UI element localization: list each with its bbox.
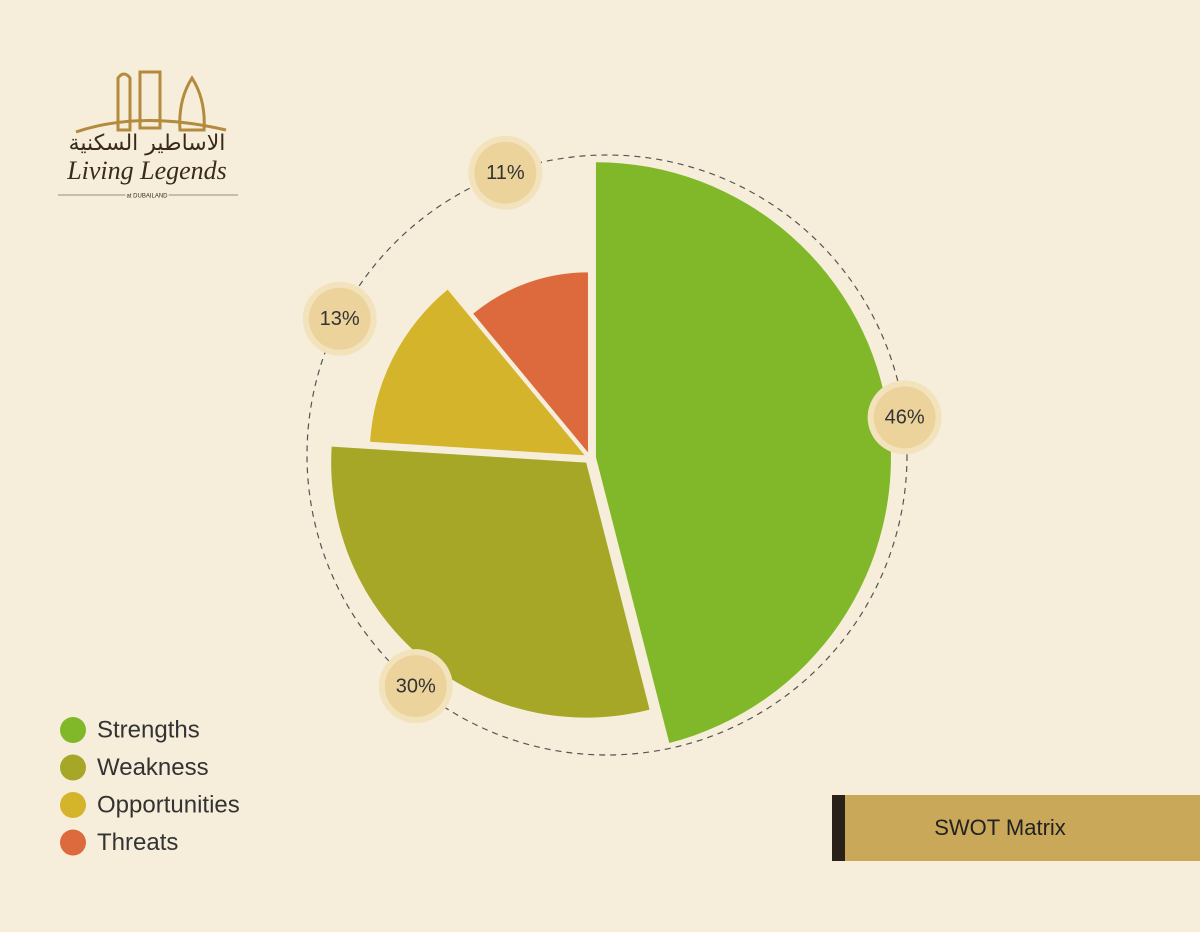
- title-box: [832, 795, 1200, 861]
- legend-label: Weakness: [97, 754, 209, 781]
- pie: [331, 162, 891, 743]
- label-badge: [308, 287, 371, 350]
- logo-name: Living Legends: [66, 156, 227, 185]
- pie-slice: [370, 289, 585, 456]
- value-label: 11%: [486, 162, 525, 184]
- chart-title: SWOT Matrix: [934, 815, 1066, 840]
- legend-label: Threats: [97, 829, 178, 856]
- legend: Strengths Weakness Opportunities Threats: [60, 716, 240, 856]
- legend-swatch: [60, 792, 86, 818]
- value-label: 46%: [885, 407, 925, 429]
- dashed-ring: [306, 154, 908, 756]
- value-label: 13%: [320, 308, 360, 330]
- legend-swatch: [60, 754, 86, 781]
- logo-tagline: at DUBAILAND: [126, 194, 168, 200]
- legend-label: Strengths: [97, 716, 200, 743]
- value-label: 30%: [396, 675, 436, 697]
- title-bar: [832, 795, 845, 861]
- legend-swatch: [60, 717, 86, 743]
- label-badge: [873, 386, 936, 449]
- label-badge: [474, 141, 537, 204]
- value-labels: 46% 30% 13% 11%: [302, 135, 942, 724]
- pie-slice: [331, 446, 650, 718]
- logo-mark: [75, 70, 227, 134]
- pie-slice: [473, 272, 588, 453]
- legend-swatch: [60, 829, 86, 856]
- pie-slice: [595, 162, 891, 743]
- label-badge: [384, 655, 447, 718]
- logo: الاساطير السكنية Living Legends at DUBAI…: [58, 70, 238, 201]
- legend-label: Opportunities: [97, 791, 240, 818]
- logo-arabic: الاساطير السكنية: [69, 131, 226, 156]
